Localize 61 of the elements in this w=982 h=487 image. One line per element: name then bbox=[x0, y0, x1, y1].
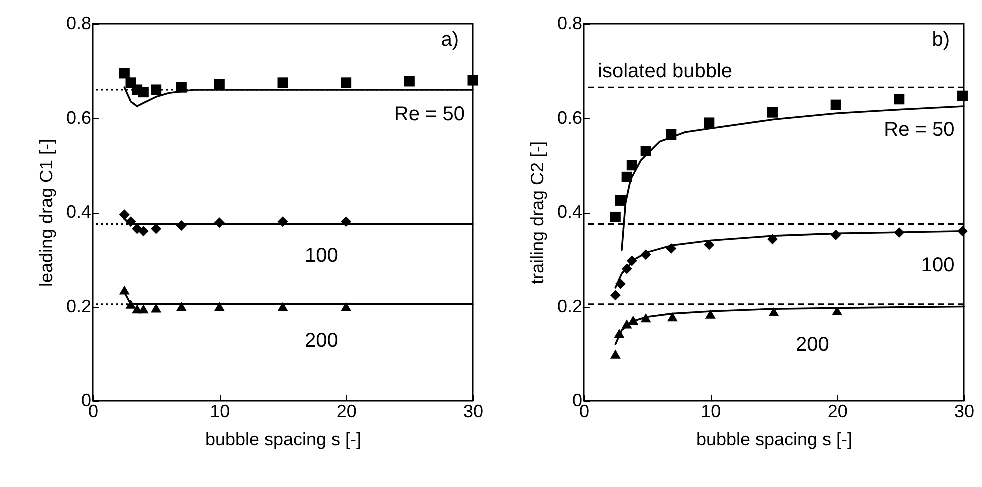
y-axis-title: leading drag C1 [-] bbox=[36, 138, 56, 288]
point bbox=[830, 100, 842, 110]
point bbox=[404, 76, 415, 87]
x-tick-label: 30 bbox=[463, 402, 484, 422]
point bbox=[610, 212, 621, 222]
x-tick-label: 10 bbox=[701, 402, 722, 422]
series-label: Re = 50 bbox=[884, 119, 955, 142]
series-label: 200 bbox=[304, 330, 338, 352]
point bbox=[151, 224, 162, 234]
annotation: b) bbox=[932, 29, 950, 51]
point bbox=[832, 306, 843, 316]
series-label: 100 bbox=[921, 254, 955, 276]
x-tick-label: 20 bbox=[336, 402, 357, 422]
point bbox=[704, 240, 715, 250]
point bbox=[119, 286, 130, 295]
series-label: 200 bbox=[796, 334, 830, 356]
point bbox=[278, 302, 288, 312]
y-tick-label: 0.6 bbox=[557, 108, 582, 128]
point bbox=[667, 312, 678, 322]
point bbox=[610, 350, 621, 359]
point bbox=[341, 302, 352, 312]
point bbox=[214, 302, 225, 312]
point bbox=[119, 210, 130, 220]
point bbox=[622, 172, 632, 182]
point bbox=[176, 302, 187, 312]
point bbox=[151, 304, 162, 313]
point bbox=[278, 78, 288, 88]
y-tick-label: 0.8 bbox=[557, 14, 582, 34]
point bbox=[610, 290, 621, 301]
y-axis-title: trailing drag C2 [-] bbox=[527, 141, 548, 285]
point bbox=[138, 87, 149, 98]
y-tick-label: 0.2 bbox=[557, 296, 582, 316]
point bbox=[119, 68, 130, 79]
point bbox=[704, 118, 715, 128]
point bbox=[615, 195, 626, 206]
ref-line-label: isolated bubble bbox=[598, 60, 733, 83]
point bbox=[138, 304, 149, 314]
point bbox=[138, 226, 149, 237]
x-tick-label: 10 bbox=[210, 402, 230, 422]
y-tick-label: 0.6 bbox=[66, 108, 92, 128]
point bbox=[468, 75, 478, 86]
point bbox=[768, 307, 780, 316]
y-tick-label: 0.4 bbox=[557, 202, 582, 222]
y-tick-label: 0.4 bbox=[66, 202, 92, 222]
x-tick-label: 30 bbox=[954, 402, 975, 422]
point bbox=[705, 310, 716, 319]
annotation: a) bbox=[441, 29, 459, 51]
point bbox=[151, 84, 162, 96]
point bbox=[894, 94, 905, 105]
y-tick-label: 0.2 bbox=[66, 296, 92, 316]
series-label: 100 bbox=[304, 244, 338, 267]
series-label: Re = 50 bbox=[394, 104, 465, 126]
x-tick-label: 20 bbox=[828, 402, 848, 422]
point bbox=[957, 90, 968, 102]
x-axis-title: bubble spacing s [-] bbox=[205, 430, 362, 450]
x-axis-title: bubble spacing s [-] bbox=[696, 430, 853, 450]
point bbox=[626, 160, 638, 171]
point bbox=[214, 79, 225, 90]
point bbox=[341, 78, 352, 88]
y-tick-label: 0.8 bbox=[66, 14, 92, 34]
point bbox=[767, 107, 778, 118]
